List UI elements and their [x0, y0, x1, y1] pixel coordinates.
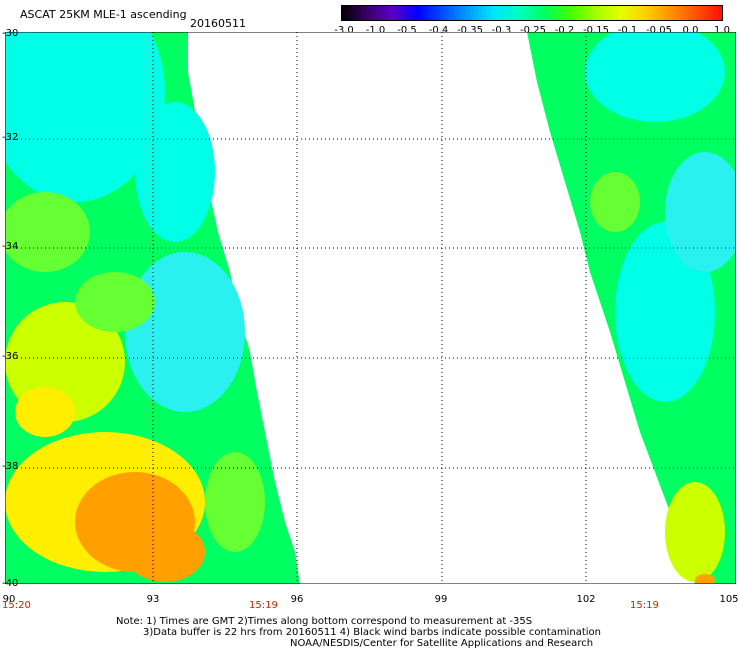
lat-label-34: -34 — [2, 241, 19, 252]
footnote-line-1: Note: 1) Times are GMT 2)Times along bot… — [116, 616, 533, 627]
left-swath-cyan-area — [5, 32, 165, 202]
lon-label-105: 105 — [719, 594, 739, 605]
colorbar-tick-label: -0.35 — [457, 25, 483, 36]
colorbar-tick-label: -1.0 — [365, 25, 386, 36]
lat-label-36: -36 — [2, 351, 19, 362]
lat-label-38: -38 — [2, 461, 19, 472]
lat-label-32: -32 — [2, 132, 19, 143]
right-swath-yellow-area — [665, 482, 725, 582]
color-scale-labels: -3.0 -1.0 -0.5 -0.4 -0.35 -0.3 -0.25 -0.2 -0.15-… — [330, 25, 730, 39]
lat-label-30: -30 — [2, 28, 19, 39]
time-label-right-end: 15:19 — [630, 600, 659, 611]
colorbar-tick-label: -0.2 — [554, 25, 575, 36]
colorbar-tick-label: -0.15 — [583, 25, 609, 36]
left-swath-cyan-area — [135, 102, 215, 242]
colorbar-tick-label: -0.25 — [520, 25, 546, 36]
left-swath-orange-area — [125, 522, 205, 582]
colorbar-tick-label: -0.5 — [397, 25, 417, 36]
lon-label-96: 96 — [290, 594, 304, 605]
lat-lon-grid — [5, 32, 736, 584]
lon-label-102: 102 — [576, 594, 596, 605]
left-swath-green-area — [205, 452, 265, 552]
right-swath-green-area — [590, 172, 640, 232]
time-label-left-start: 15:20 — [2, 600, 31, 611]
swath-layer — [5, 32, 736, 584]
color-scale-bar — [341, 5, 723, 21]
lat-label-40: -40 — [2, 578, 19, 589]
lon-label-93: 93 — [146, 594, 160, 605]
colorbar-tick-label: -3.0 — [334, 25, 354, 36]
colorbar-tick-label: -0.1 — [617, 25, 638, 36]
right-swath-cyan-area — [585, 32, 725, 122]
colorbar-tick-label: -0.4 — [428, 25, 449, 36]
lon-label-99: 99 — [434, 594, 448, 605]
colorbar-tick-label: 1.0 — [714, 25, 730, 36]
colorbar-tick-label: -0.05 — [646, 25, 672, 36]
colorbar-tick-label: 0.0 — [682, 25, 699, 36]
right-swath-orange-area — [695, 574, 715, 584]
left-swath-yellow-area — [15, 387, 75, 437]
colorbar-tick-label: -0.3 — [491, 25, 512, 36]
time-label-left-end: 15:19 — [249, 600, 278, 611]
map-date: 20160511 — [190, 17, 246, 30]
footnote-line-3: NOAA/NESDIS/Center for Satellite Applica… — [290, 638, 594, 649]
left-swath-green-area — [75, 272, 155, 332]
right-swath-cyan-area — [665, 152, 736, 272]
footnote-line-2: 3)Data buffer is 22 hrs from 20160511 4)… — [143, 627, 601, 638]
left-swath-green-area — [5, 192, 90, 272]
lon-label-90: 90 — [2, 594, 16, 605]
ascat-swath-map — [5, 32, 736, 584]
map-title: ASCAT 25KM MLE-1 ascending — [20, 8, 187, 21]
left-swath-cyan-area — [125, 252, 245, 412]
